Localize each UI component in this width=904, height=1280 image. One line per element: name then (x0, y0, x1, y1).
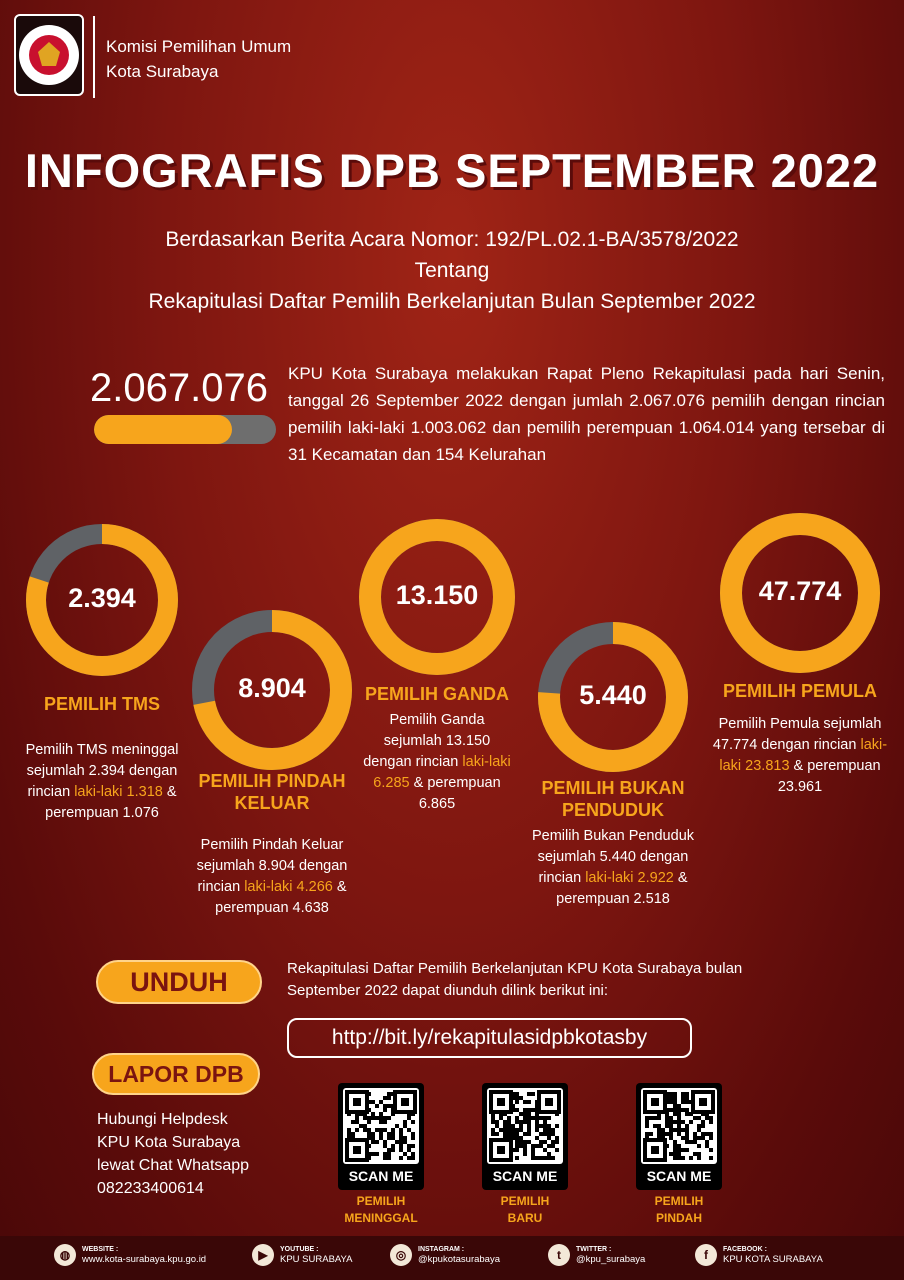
category-description: Pemilih Ganda sejumlah 13.150 dengan rin… (362, 710, 512, 815)
category-label: PEMILIH PEMULA (722, 681, 877, 701)
youtube-icon: ▶ (252, 1244, 274, 1266)
footer: ◍ WEBSITE : www.kota-surabaya.kpu.go.id ▶ YO… (0, 1236, 904, 1280)
footer-key: WEBSITE : (82, 1245, 119, 1253)
subtitle-line: Rekapitulasi Daftar Pemilih Berkelanjuta… (148, 290, 756, 313)
donut-fill (359, 519, 515, 675)
desc-highlight: laki-laki 1.318 (74, 784, 163, 800)
qr-label: PEMILIH BARU (500, 1194, 550, 1225)
donut-chart (192, 610, 352, 770)
category-label: PEMILIH TMS (44, 694, 160, 714)
donut-chart (359, 519, 515, 675)
download-text: Rekapitulasi Daftar Pemilih Berkelanjuta… (287, 960, 743, 999)
report-text: Hubungi Helpdesk KPU Kota Surabaya lewat… (97, 1111, 250, 1197)
subtitle: Berdasarkan Berita Acara Nomor: 192/PL.0… (0, 224, 904, 317)
footer-value: www.kota-surabaya.kpu.go.id (82, 1253, 207, 1265)
footer-twitter-link[interactable]: t TWITTER : @kpu_surabaya (548, 1244, 645, 1266)
category-value: 2.394 (68, 583, 136, 613)
footer-globe-link[interactable]: ◍ WEBSITE : www.kota-surabaya.kpu.go.id (54, 1244, 206, 1266)
footer-key: YOUTUBE : (280, 1245, 319, 1253)
desc-text: Pemilih Ganda sejumlah 13.150 dengan rin… (363, 712, 491, 770)
desc-text: Pemilih Pindah Keluar sejumlah 8.904 den… (196, 837, 348, 895)
donut-fill (538, 622, 688, 772)
category-value: 8.904 (238, 673, 306, 703)
qr-code[interactable]: SCAN ME (338, 1083, 424, 1190)
globe-icon: ◍ (54, 1244, 76, 1266)
scan-me-label: SCAN ME (492, 1168, 558, 1184)
footer-value: @kpukotasurabaya (418, 1253, 500, 1265)
footer-instagram-link[interactable]: ◎ INSTAGRAM : @kpukotasurabaya (390, 1244, 500, 1266)
desc-text: & perempuan 1.076 (45, 784, 177, 821)
footer-facebook-link[interactable]: f FACEBOOK : KPU KOTA SURABAYA (695, 1244, 823, 1266)
qr-code[interactable]: SCAN ME (482, 1083, 568, 1190)
twitter-icon: t (548, 1244, 570, 1266)
category-label: PEMILIH BUKAN PENDUDUK (541, 778, 685, 820)
category-value: 5.440 (579, 680, 647, 710)
download-link[interactable]: http://bit.ly/rekapitulasidpbkotasby (287, 1018, 692, 1058)
desc-highlight: laki-laki 2.922 (585, 870, 674, 886)
desc-highlight: laki-laki 4.266 (244, 879, 333, 895)
category-description: Pemilih TMS meninggal sejumlah 2.394 den… (20, 740, 184, 824)
category-description: Pemilih Pindah Keluar sejumlah 8.904 den… (177, 835, 367, 919)
desc-text: & perempuan 23.961 (777, 758, 881, 795)
category-value: 13.150 (395, 580, 479, 610)
donut-fill (192, 610, 352, 770)
scan-me-label: SCAN ME (348, 1168, 414, 1184)
desc-text: Pemilih Pemula sejumlah 47.774 dengan ri… (712, 716, 882, 753)
desc-text: Pemilih TMS meninggal sejumlah 2.394 den… (25, 742, 179, 800)
category-value: 47.774 (758, 576, 842, 606)
qr-image[interactable] (343, 1088, 419, 1164)
report-button[interactable]: LAPOR DPB (92, 1053, 260, 1095)
donut-fill (26, 524, 178, 676)
qr-code[interactable]: SCAN ME (636, 1083, 722, 1190)
total-voters: 2.067.076 (90, 366, 268, 410)
desc-text: & perempuan 2.518 (556, 870, 688, 907)
qr-label: PEMILIH MENINGGAL (344, 1194, 418, 1225)
donut-chart (26, 524, 178, 676)
footer-key: INSTAGRAM : (418, 1245, 465, 1253)
donut-chart (720, 513, 880, 673)
org-name: Komisi Pemilihan Umum Kota Surabaya (106, 34, 291, 84)
footer-value: @kpu_surabaya (576, 1253, 646, 1265)
category-description: Pemilih Pemula sejumlah 47.774 dengan ri… (707, 714, 893, 798)
instagram-icon: ◎ (390, 1244, 412, 1266)
desc-highlight: laki-laki 23.813 (719, 737, 888, 774)
qr-image[interactable] (487, 1088, 563, 1164)
desc-text: & perempuan 6.865 (409, 775, 501, 812)
desc-highlight: laki-laki 6.285 (373, 754, 511, 791)
category-label: PEMILIH PINDAH KELUAR (198, 771, 346, 813)
footer-key: FACEBOOK : (723, 1245, 767, 1253)
divider (93, 16, 95, 98)
footer-youtube-link[interactable]: ▶ YOUTUBE : KPU SURABAYA (252, 1244, 353, 1266)
desc-text: & perempuan 4.638 (215, 879, 347, 916)
summary-text: KPU Kota Surabaya melakukan Rapat Pleno … (288, 364, 885, 464)
qr-label: PEMILIH PINDAH (654, 1194, 704, 1225)
org-line2: Kota Surabaya (106, 62, 219, 81)
desc-text: Pemilih Bukan Penduduk sejumlah 5.440 de… (531, 828, 695, 886)
qr-image[interactable] (641, 1088, 717, 1164)
download-button[interactable]: UNDUH (96, 960, 262, 1004)
donut-chart (538, 622, 688, 772)
category-label: PEMILIH GANDA (365, 684, 509, 704)
progress-fill (94, 415, 233, 444)
page-title: INFOGRAFIS DPB SEPTEMBER 2022 (24, 144, 880, 197)
footer-key: TWITTER : (576, 1245, 612, 1253)
subtitle-line: Berdasarkan Berita Acara Nomor: 192/PL.0… (165, 228, 739, 251)
total-progress-bar (94, 415, 276, 444)
donut-fill (720, 513, 880, 673)
kpu-logo (14, 14, 84, 96)
org-line1: Komisi Pemilihan Umum (106, 37, 292, 56)
footer-value: KPU KOTA SURABAYA (723, 1253, 823, 1265)
facebook-icon: f (695, 1244, 717, 1266)
category-description: Pemilih Bukan Penduduk sejumlah 5.440 de… (518, 826, 708, 910)
footer-value: KPU SURABAYA (280, 1253, 353, 1265)
scan-me-label: SCAN ME (646, 1168, 712, 1184)
subtitle-line: Tentang (414, 259, 490, 282)
